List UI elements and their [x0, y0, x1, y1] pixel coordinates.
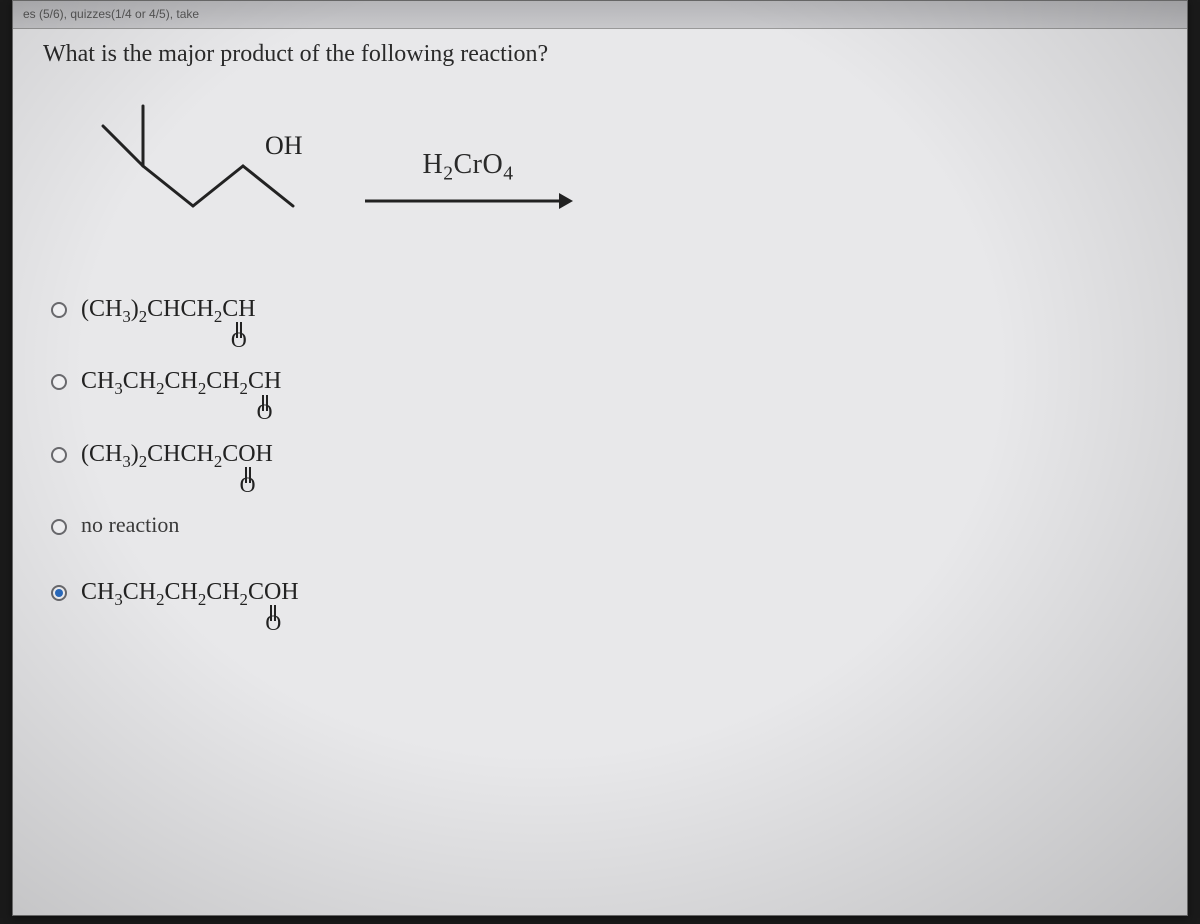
reaction-row: OH H2CrO4	[83, 96, 1157, 266]
browser-tab-strip: es (5/6), quizzes(1/4 or 4/5), take	[13, 1, 1187, 29]
option-e[interactable]: CH3CH2CH2CH2COHO	[51, 579, 1157, 609]
oh-label: OH	[265, 131, 303, 160]
option-b[interactable]: CH3CH2CH2CH2CHO	[51, 368, 1157, 398]
option-b-formula: CH3CH2CH2CH2CHO	[81, 368, 281, 398]
radio-e[interactable]	[51, 585, 67, 601]
question-text: What is the major product of the followi…	[43, 41, 1157, 68]
option-a-formula: (CH3)2CHCH2CHO	[81, 296, 256, 326]
option-e-formula: CH3CH2CH2CH2COHO	[81, 579, 299, 609]
radio-a[interactable]	[51, 302, 67, 318]
reaction-arrow	[363, 189, 573, 213]
radio-b[interactable]	[51, 374, 67, 390]
question-content: What is the major product of the followi…	[43, 41, 1157, 651]
reagent-formula: H2CrO4	[422, 149, 513, 186]
option-c-formula: (CH3)2CHCH2COHO	[81, 441, 273, 471]
reaction-arrow-group: H2CrO4	[363, 149, 573, 214]
radio-c[interactable]	[51, 447, 67, 463]
option-a[interactable]: (CH3)2CHCH2CHO	[51, 296, 1157, 326]
answer-options: (CH3)2CHCH2CHO CH3CH2CH2CH2CHO (CH	[43, 296, 1157, 609]
option-d-text: no reaction	[81, 513, 179, 537]
option-d[interactable]: no reaction	[51, 513, 1157, 537]
tab-fragment-text: es (5/6), quizzes(1/4 or 4/5), take	[23, 7, 199, 21]
starting-material-structure: OH	[83, 96, 323, 266]
radio-d[interactable]	[51, 519, 67, 535]
quiz-page: es (5/6), quizzes(1/4 or 4/5), take What…	[12, 0, 1188, 916]
option-c[interactable]: (CH3)2CHCH2COHO	[51, 441, 1157, 471]
